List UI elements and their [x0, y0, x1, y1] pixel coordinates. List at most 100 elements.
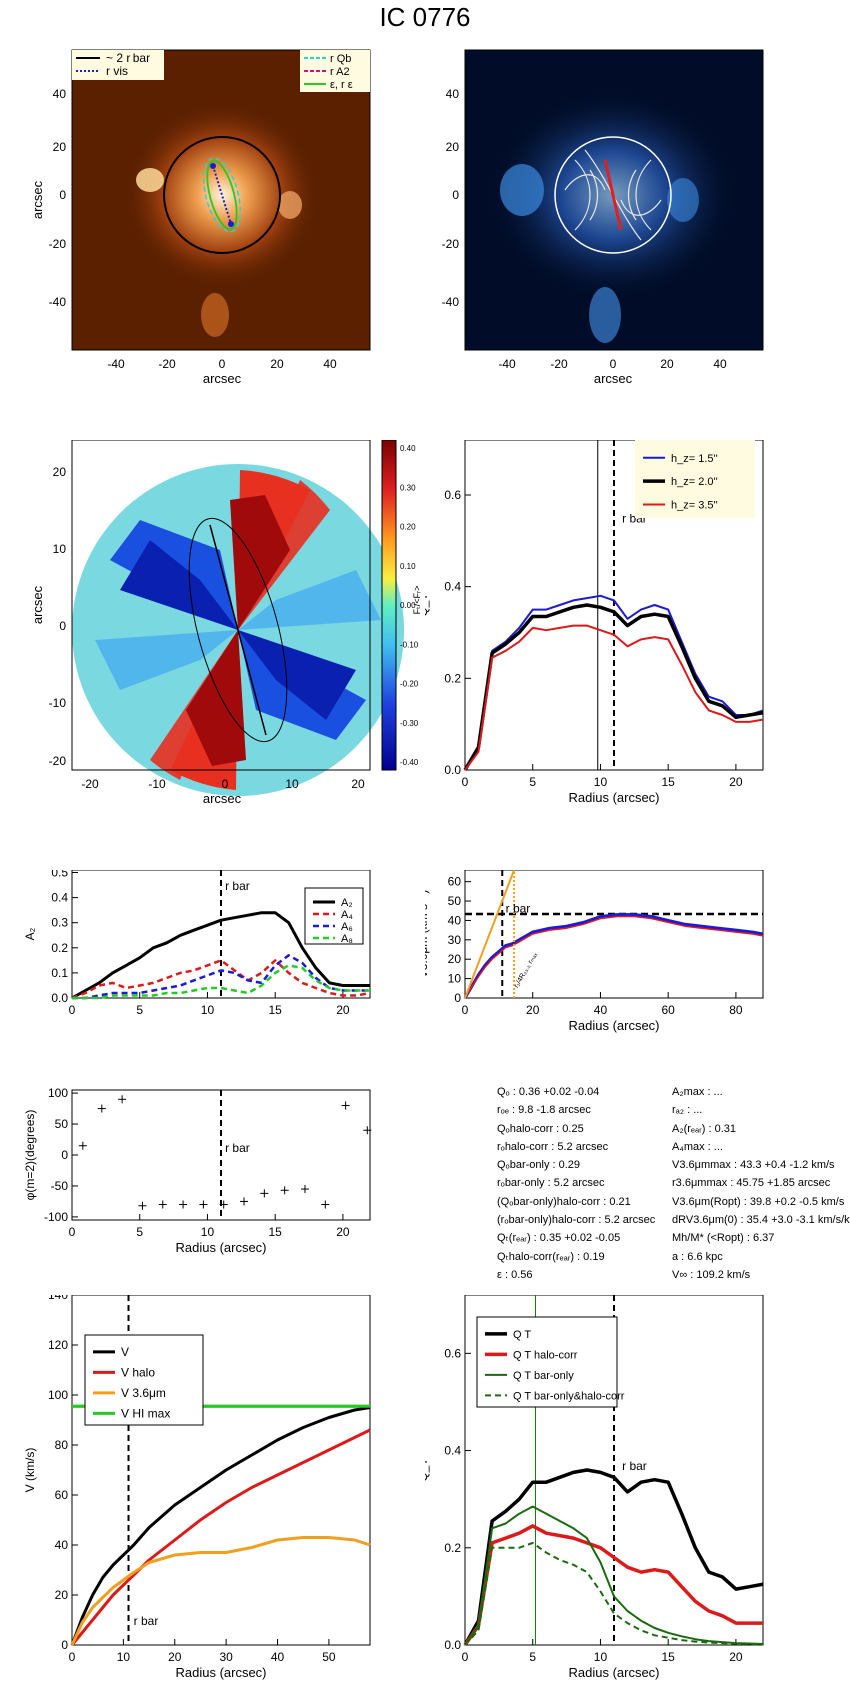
x-tick-label: 10: [201, 1003, 215, 1017]
plot-frame: [464, 1295, 764, 1646]
x-tick-label: 20: [336, 1225, 350, 1239]
y-tick-label: 0: [61, 1148, 68, 1162]
y-ticks: 40 20 0 -20 -40: [49, 87, 67, 309]
tick-label: 0: [59, 188, 66, 202]
legend-label: V 3.6μm: [121, 1386, 166, 1400]
x-axis-label: arcsec: [594, 371, 633, 386]
parameter-row: Qₜhalo-corr(rₑₐᵣ) : 0.19: [497, 1250, 605, 1263]
legend-label: A₂: [341, 897, 353, 909]
x-tick-label: 5: [136, 1225, 143, 1239]
series-line: [464, 624, 764, 771]
colorbar-tick-label: -0.10: [400, 640, 419, 649]
y-tick-label: 0.0: [444, 1638, 461, 1652]
x-axis-label: Radius (arcsec): [568, 1018, 659, 1033]
colorbar-tick-label: 0.40: [400, 444, 416, 453]
parameter-row: Qₒ : 0.36 +0.02 -0.04: [497, 1086, 600, 1098]
data-point: [341, 1101, 350, 1110]
legend-label: Q T bar-only: [513, 1370, 574, 1382]
rvis-endpoint: [210, 163, 216, 169]
series-line: [463, 603, 764, 771]
tick-label: 0: [452, 188, 459, 202]
colorbar-tick-label: 0.10: [400, 562, 416, 571]
tick-label: 10: [285, 777, 299, 791]
y-axis-label: V (km/s): [23, 1448, 37, 1493]
y-tick-label: 60: [448, 875, 462, 889]
parameter-column-left: Qₒ : 0.36 +0.02 -0.04 rₒₑ : 9.8 -1.8 arc…: [497, 1083, 655, 1284]
colorbar-tick-label: -0.20: [400, 680, 419, 689]
epsilon-ellipse: [206, 160, 238, 230]
x-tick-label: 0: [69, 1650, 76, 1664]
rbar-annotation: r bar: [225, 1141, 250, 1155]
parameter-row: V∞ : 109.2 km/s: [672, 1268, 751, 1281]
x-axis-label: Radius (arcsec): [568, 790, 659, 805]
x-tick-label: 20: [336, 1003, 350, 1017]
y-tick-label: -100: [44, 1210, 68, 1224]
figure-title: IC 0776: [379, 2, 471, 32]
tick-label: -10: [49, 696, 67, 710]
parameter-row: (rₒbar-only)halo-corr : 5.2 arcsec: [497, 1214, 656, 1227]
phase-chart: 0 5 10 15 20 -100 -50 0 50 100 Radius (arcsec) φ(m=…: [23, 1086, 372, 1255]
parameter-row: rₒbar-only : 5.2 arcsec: [497, 1177, 605, 1190]
x-tick-label: 80: [729, 1003, 743, 1017]
x-tick-label: 15: [662, 1650, 676, 1664]
y-axis-label: arcsec: [30, 585, 45, 624]
parameter-row: Qₒhalo-corr : 0.25: [497, 1122, 584, 1135]
x-tick-label: 20: [729, 775, 743, 789]
tick-label: 0: [222, 777, 229, 791]
series-line: [464, 594, 764, 771]
y-tick-label: 0.1: [51, 966, 68, 980]
bar-major-axis: [209, 524, 267, 736]
tick-label: 20: [660, 357, 674, 371]
bar-ellipse: [188, 517, 288, 743]
x-tick-label: 0: [462, 1003, 469, 1017]
series-line: [72, 954, 370, 1000]
y-tick-label: 50: [55, 1117, 69, 1131]
legend-label: ~ 2 r bar: [106, 51, 150, 65]
rbar-annotation: r bar: [506, 902, 531, 916]
parameter-row: A₂(rₑₐᵣ) : 0.31: [672, 1122, 736, 1135]
legend-label: h_z= 2.0'': [671, 476, 718, 488]
legend-label: A₆: [341, 921, 353, 933]
y-tick-label: 140: [48, 1295, 68, 1302]
data-point: [240, 1197, 249, 1206]
y-axis-label: φ(m=2)(degrees): [23, 1110, 37, 1201]
tick-label: -20: [442, 237, 460, 251]
y-axis-label: arcsec: [30, 180, 45, 219]
tick-label: 40: [53, 87, 67, 101]
tick-label: 20: [446, 140, 460, 154]
legend-box: [84, 1334, 204, 1426]
y-tick-label: 100: [48, 1086, 68, 1100]
residual-image-panel: 40 20 0 -20 -40 -40 -20 0 20 40 arcsec: [442, 49, 764, 386]
parameter-row: rₒₑ : 9.8 -1.8 arcsec: [497, 1104, 591, 1117]
y-tick-label: 0.2: [444, 671, 461, 685]
y-tick-label: 0: [61, 1638, 68, 1652]
tick-label: 20: [53, 140, 67, 154]
y-tick-label: 0.2: [444, 1541, 461, 1555]
plot-frame: [71, 440, 371, 771]
parameter-row: Mh/M* (<Ropt) : 6.37: [672, 1232, 775, 1245]
data-point: [363, 1126, 372, 1135]
data-point: [78, 1141, 87, 1150]
tick-label: -40: [107, 357, 125, 371]
legend-label: Q T halo-corr: [513, 1349, 578, 1361]
bar-axis: [603, 159, 623, 231]
series-line: [464, 1541, 764, 1646]
y-tick-label: 0.4: [444, 1444, 461, 1458]
y-tick-label: 120: [48, 1338, 68, 1352]
legend-label: ε, r ε: [330, 79, 353, 91]
y-tick-label: 0.6: [444, 488, 461, 502]
y-axis-label: A₂: [23, 927, 37, 940]
y-tick-label: 20: [55, 1588, 69, 1602]
x-tick-label: 20: [729, 1650, 743, 1664]
data-point: [321, 1200, 330, 1209]
tick-label: 20: [53, 465, 67, 479]
y-tick-label: 50: [448, 894, 462, 908]
tick-label: -40: [442, 295, 460, 309]
y-tick-label: 0.3: [51, 916, 68, 930]
x-tick-label: 5: [136, 1003, 143, 1017]
x-axis-label: Radius (arcsec): [568, 1665, 659, 1680]
plot-frame: [464, 870, 764, 999]
force-ratio-map-panel: 0.40 0.30 0.20 0.10 0.00 -0.10 -0.20 -0.30 -0.40…: [30, 440, 422, 806]
tick-label: -20: [49, 754, 67, 768]
series-line: [70, 1406, 371, 1646]
